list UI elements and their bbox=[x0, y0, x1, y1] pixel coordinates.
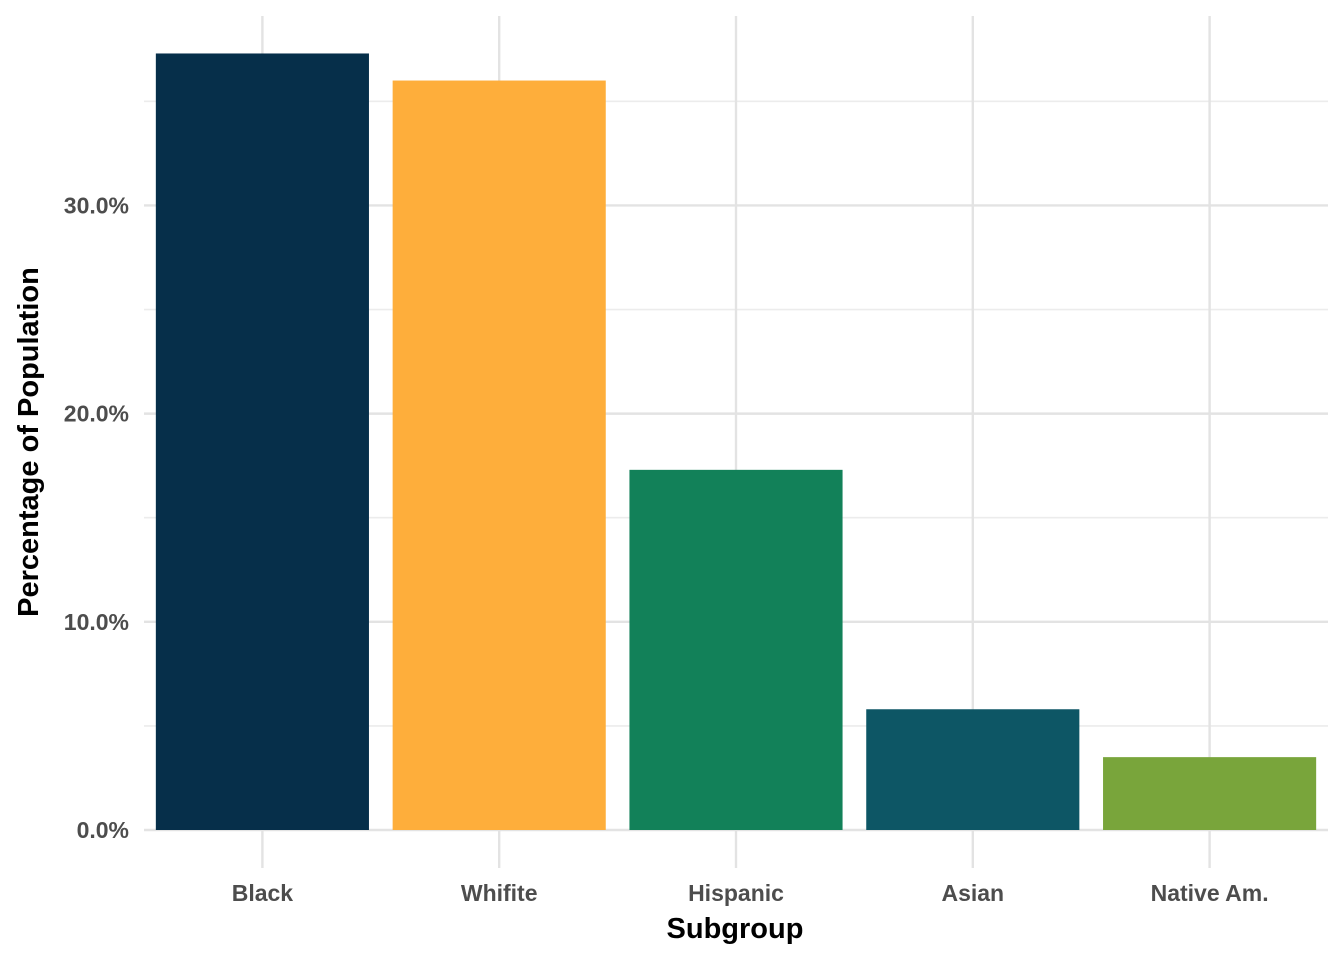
x-tick-label: Native Am. bbox=[1151, 880, 1269, 906]
x-tick-label: Hispanic bbox=[688, 880, 784, 906]
y-axis-title: Percentage of Population bbox=[13, 267, 45, 617]
bar-whifite bbox=[392, 80, 606, 830]
x-axis-title: Subgroup bbox=[667, 913, 804, 945]
y-tick-label: 20.0% bbox=[64, 401, 129, 427]
bar-black bbox=[155, 53, 369, 830]
y-axis-tick-labels: 0.0% 10.0% 20.0% 30.0% bbox=[64, 192, 129, 843]
bar-asian bbox=[866, 709, 1080, 830]
y-tick-label: 0.0% bbox=[77, 817, 129, 843]
x-axis-tick-labels: Black Whifite Hispanic Asian Native Am. bbox=[232, 880, 1269, 906]
x-tick-label: Asian bbox=[941, 880, 1004, 906]
y-tick-label: 30.0% bbox=[64, 192, 129, 218]
y-tick-label: 10.0% bbox=[64, 609, 129, 635]
x-tick-label: Whifite bbox=[461, 880, 538, 906]
bar-native-am bbox=[1103, 757, 1317, 830]
bar-hispanic bbox=[629, 469, 843, 830]
x-tick-label: Black bbox=[232, 880, 294, 906]
bars bbox=[155, 53, 1317, 830]
